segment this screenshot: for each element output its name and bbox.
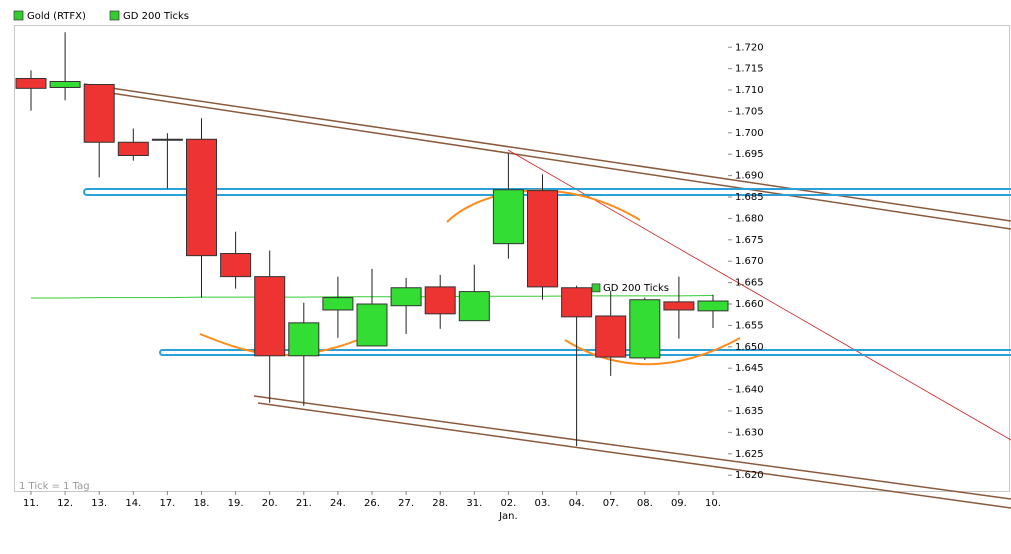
y-tick-label: 1.720 <box>735 42 764 53</box>
trend-line <box>83 83 1011 222</box>
candle-body <box>151 138 183 141</box>
candle-body <box>83 83 115 143</box>
candle-body <box>356 303 388 347</box>
y-tick-label: 1.630 <box>735 427 764 438</box>
y-tick-label: 1.680 <box>735 213 764 224</box>
y-tick-label: 1.690 <box>735 171 764 182</box>
candle-body <box>561 287 593 318</box>
y-tick-label: 1.625 <box>735 449 764 460</box>
y-tick-label: 1.710 <box>735 85 764 96</box>
y-tick-label: 1.640 <box>735 385 764 396</box>
y-tick-label: 1.665 <box>735 278 764 289</box>
candle-body <box>390 287 422 307</box>
x-tick-label: 10. <box>705 498 721 509</box>
y-tick-label: 1.660 <box>735 299 764 310</box>
x-tick-label: 14. <box>125 498 141 509</box>
y-tick-label: 1.650 <box>735 342 764 353</box>
trend-line <box>83 88 1011 230</box>
candle-body <box>663 301 695 311</box>
y-tick-label: 1.715 <box>735 64 764 75</box>
legend-label: GD 200 Ticks <box>123 11 189 22</box>
x-tick-label: 21. <box>296 498 312 509</box>
x-tick-label: 02. <box>500 498 516 509</box>
x-tick-label: 27. <box>398 498 414 509</box>
candle-body <box>458 291 490 322</box>
candle-body <box>697 300 729 312</box>
x-tick-label: 09. <box>671 498 687 509</box>
candle-body <box>322 297 354 311</box>
y-tick-label: 1.685 <box>735 192 764 203</box>
footnote: 1 Tick = 1 Tag <box>19 481 90 492</box>
candle-body <box>49 80 81 88</box>
series-label: GD 200 Ticks <box>603 283 669 294</box>
candle-body <box>220 253 252 278</box>
month-label: Jan. <box>498 511 518 522</box>
legend-swatch <box>109 10 120 21</box>
candle-body <box>186 138 217 257</box>
x-tick-label: 08. <box>637 498 653 509</box>
candle-body <box>527 190 558 288</box>
y-tick-label: 1.620 <box>735 470 764 481</box>
horizontal-line <box>159 349 1011 356</box>
x-tick-label: 26. <box>364 498 380 509</box>
x-tick-label: 20. <box>262 498 278 509</box>
y-tick-label: 1.635 <box>735 406 764 417</box>
legend-swatch <box>13 10 24 21</box>
trend-line <box>257 402 1011 509</box>
x-tick-label: 12. <box>57 498 73 509</box>
x-tick-label: 24. <box>330 498 346 509</box>
x-tick-label: 04. <box>569 498 585 509</box>
curve <box>564 337 741 366</box>
x-tick-label: 03. <box>535 498 551 509</box>
y-tick-label: 1.700 <box>735 128 764 139</box>
x-tick-label: 17. <box>159 498 175 509</box>
curve <box>446 189 641 223</box>
candle-body <box>424 286 456 315</box>
candle-body <box>595 315 627 358</box>
x-tick-label: 31. <box>466 498 482 509</box>
legend-label: Gold (RTFX) <box>27 11 86 22</box>
y-tick-label: 1.645 <box>735 363 764 374</box>
y-tick-label: 1.655 <box>735 320 764 331</box>
y-tick-label: 1.670 <box>735 256 764 267</box>
x-tick-label: 13. <box>91 498 107 509</box>
x-tick-label: 18. <box>194 498 210 509</box>
x-tick-label: 07. <box>603 498 619 509</box>
trend-line <box>253 395 1011 500</box>
candle-body <box>492 189 524 245</box>
candle-body <box>117 141 149 157</box>
series-swatch <box>591 283 601 293</box>
x-tick-label: 28. <box>432 498 448 509</box>
candle-body <box>254 276 286 357</box>
y-tick-label: 1.675 <box>735 235 764 246</box>
x-tick-label: 11. <box>23 498 39 509</box>
candle-body <box>629 299 661 359</box>
candle-body <box>15 77 47 89</box>
y-tick-label: 1.705 <box>735 106 764 117</box>
candle-body <box>288 322 320 357</box>
x-tick-label: 19. <box>228 498 244 509</box>
y-tick-label: 1.695 <box>735 149 764 160</box>
